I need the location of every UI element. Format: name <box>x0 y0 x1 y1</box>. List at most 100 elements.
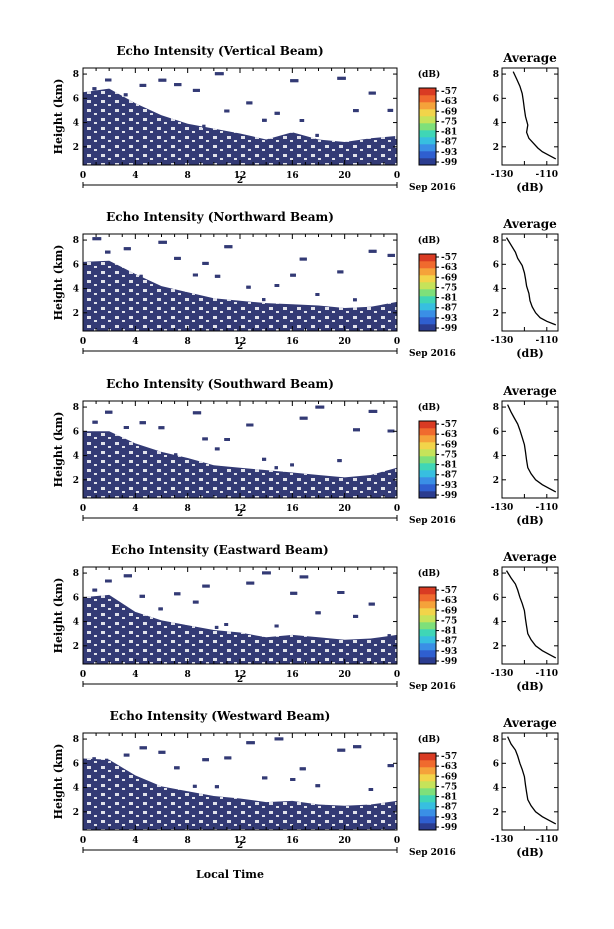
colorbar-unit: (dB) <box>418 235 440 246</box>
colorbar-tick-label: -75 <box>441 616 457 626</box>
colorbar-segment <box>419 116 436 124</box>
echo-patch <box>246 423 254 427</box>
echo-patch <box>92 588 98 592</box>
x-tick-label: 4 <box>132 504 138 514</box>
echo-patch <box>92 237 102 241</box>
colorbar-tick-label: -93 <box>441 148 457 158</box>
colorbar-segment <box>419 601 436 609</box>
colorbar-tick-label: -63 <box>441 430 457 440</box>
echo-patch <box>224 756 232 760</box>
x-tick-label: 20 <box>338 836 351 846</box>
y-axis-label: Height (km) <box>52 79 65 155</box>
colorbar-segment <box>419 657 436 665</box>
panel-title: Echo Intensity (Eastward Beam) <box>111 543 328 557</box>
colorbar-segment <box>419 421 436 429</box>
echo-patch <box>315 133 319 137</box>
colorbar-segment <box>419 774 436 782</box>
avg-y-tick-label: 8 <box>493 70 499 80</box>
average-title: Average <box>502 217 557 231</box>
colorbar-segment <box>419 795 436 803</box>
echo-patch <box>368 91 376 95</box>
y-tick-label: 2 <box>73 808 79 818</box>
avg-x-tick-label: -110 <box>536 336 559 346</box>
average-profile-line <box>512 71 557 160</box>
colorbar-frame <box>418 586 437 665</box>
echo-patch <box>174 592 181 596</box>
colorbar-segment <box>419 484 436 492</box>
avg-y-tick-label: 8 <box>493 569 499 579</box>
date-label: 2 <box>237 841 243 851</box>
avg-y-tick-label: 2 <box>493 476 499 486</box>
echo-patch <box>353 428 360 432</box>
colorbar-tick-label: -57 <box>441 253 457 263</box>
echo-patch <box>262 457 267 461</box>
average-title: Average <box>502 51 557 65</box>
echo-patch <box>158 78 167 82</box>
echo-patch <box>158 607 163 611</box>
colorbar-tick-label: -81 <box>441 627 457 637</box>
echo-patch <box>224 109 230 113</box>
panel-title: Echo Intensity (Southward Beam) <box>106 377 334 391</box>
colorbar-tick-label: -87 <box>441 304 457 314</box>
colorbar-segment <box>419 254 436 262</box>
echo-patch <box>105 410 113 414</box>
colorbar-segment <box>419 137 436 145</box>
echo-patch <box>246 741 255 745</box>
month-year-label: Sep 2016 <box>409 682 456 692</box>
avg-x-tick-label: -130 <box>491 336 514 346</box>
date-label: 2 <box>237 675 243 685</box>
echo-patch <box>262 571 271 575</box>
colorbar-segment <box>419 456 436 464</box>
echo-patch <box>274 624 279 628</box>
avg-y-tick-label: 2 <box>493 808 499 818</box>
y-tick-label: 4 <box>73 119 79 129</box>
y-tick-label: 8 <box>73 569 79 579</box>
echo-patch <box>353 109 359 113</box>
echo-patch <box>192 273 198 277</box>
echo-gaps <box>83 594 397 664</box>
x-tick-label: 16 <box>286 337 299 347</box>
colorbar-segment <box>419 449 436 457</box>
x-tick-label: 12 <box>234 670 247 680</box>
echo-patch <box>139 746 147 750</box>
echo-patch <box>139 594 145 598</box>
avg-y-tick-label: 2 <box>493 642 499 652</box>
colorbar-segment <box>419 158 436 166</box>
colorbar-unit: (dB) <box>418 568 440 579</box>
colorbar-tick-label: -81 <box>441 461 457 471</box>
avg-x-tick-label: -130 <box>491 835 514 845</box>
x-tick-label: 8 <box>185 337 191 347</box>
echo-patch <box>105 78 112 82</box>
echo-patch <box>290 273 296 277</box>
colorbar-tick-label: -93 <box>441 314 457 324</box>
colorbar-segment <box>419 477 436 485</box>
echo-patch <box>123 753 130 757</box>
colorbar-segment <box>419 102 436 110</box>
colorbar-tick-label: -75 <box>441 283 457 293</box>
x-tick-label: 4 <box>132 670 138 680</box>
x-tick-label: 0 <box>394 337 400 347</box>
echo-patch <box>92 757 96 761</box>
colorbar-frame <box>418 420 437 499</box>
echo-patch <box>174 83 182 87</box>
echo-patch <box>337 270 344 274</box>
x-tick-label: 0 <box>394 171 400 181</box>
x-tick-label: 8 <box>185 171 191 181</box>
echo-patch <box>387 253 395 257</box>
echo-patch <box>214 72 224 76</box>
echo-patch <box>123 426 129 429</box>
y-tick-label: 4 <box>73 784 79 794</box>
avg-y-tick-label: 8 <box>493 236 499 246</box>
colorbar-segment <box>419 643 436 651</box>
echo-patch <box>368 409 378 413</box>
colorbar-segment <box>419 109 436 117</box>
x-tick-label: 16 <box>286 171 299 181</box>
echo-patch <box>353 298 357 302</box>
avg-y-tick-label: 4 <box>493 119 499 129</box>
colorbar-segment <box>419 95 436 103</box>
y-tick-label: 2 <box>73 476 79 486</box>
avg-x-tick-label: -130 <box>491 170 514 180</box>
colorbar-segment <box>419 442 436 450</box>
x-tick-label: 16 <box>286 504 299 514</box>
average-frame <box>501 233 559 332</box>
